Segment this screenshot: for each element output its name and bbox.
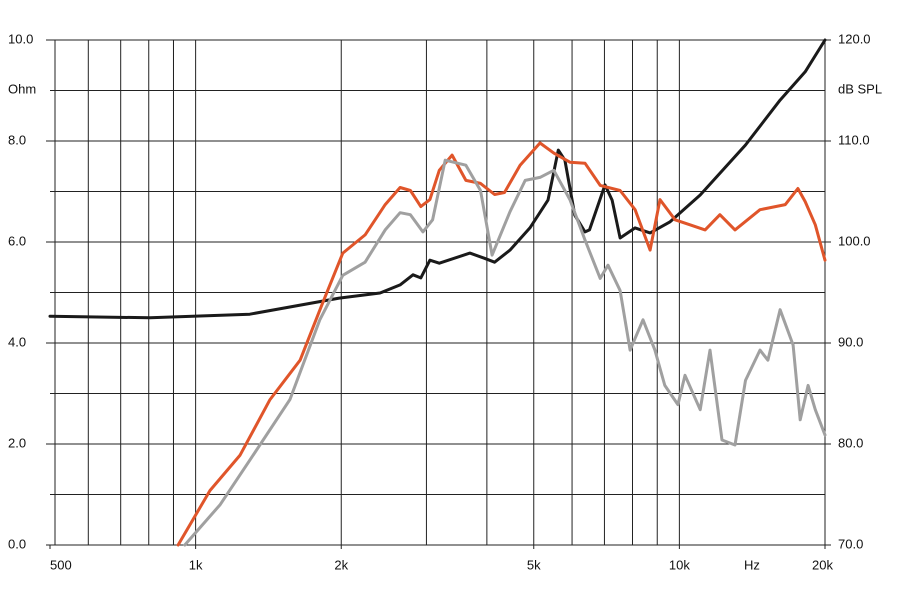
y-tick-label: 4.0 xyxy=(8,334,26,349)
series-line xyxy=(176,141,827,547)
y-tick-label: 10.0 xyxy=(8,31,33,46)
y2-tick-label: 70.0 xyxy=(838,536,863,551)
x-tick-label: 2k xyxy=(334,557,348,572)
x-tick-label: 5k xyxy=(527,557,541,572)
x-tick-label: 20k xyxy=(812,557,833,572)
y2-tick-label: 120.0 xyxy=(838,31,871,46)
x-tick-label: 1k xyxy=(189,557,203,572)
series-line xyxy=(48,38,827,320)
y-axis-label: Ohm xyxy=(8,81,36,96)
y-tick-label: 0.0 xyxy=(8,536,26,551)
y2-tick-label: 90.0 xyxy=(838,334,863,349)
y2-tick-label: 110.0 xyxy=(838,132,870,147)
y2-tick-label: 80.0 xyxy=(838,435,863,450)
series-line xyxy=(183,158,827,547)
y-tick-label: 6.0 xyxy=(8,233,26,248)
x-axis-label: Hz xyxy=(744,557,760,572)
x-tick-label: 500 xyxy=(50,557,72,572)
y-tick-label: 2.0 xyxy=(8,435,26,450)
y-tick-label: 8.0 xyxy=(8,132,26,147)
y2-tick-label: 100.0 xyxy=(838,233,871,248)
x-tick-label: 10k xyxy=(669,557,690,572)
y2-axis-label: dB SPL xyxy=(838,81,882,96)
